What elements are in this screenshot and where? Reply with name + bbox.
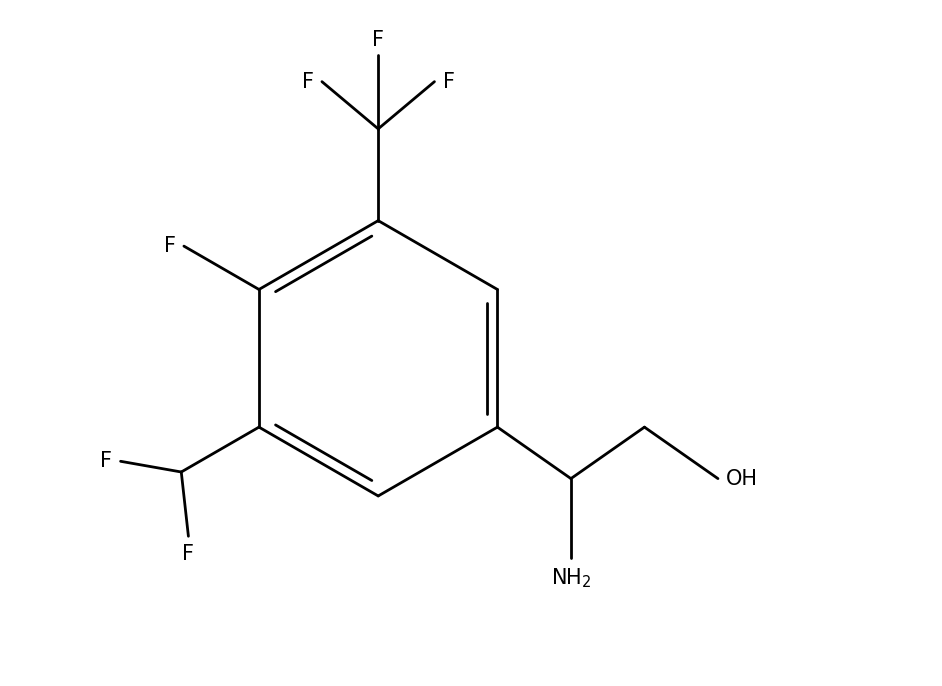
Text: F: F <box>183 545 194 565</box>
Text: F: F <box>301 71 314 92</box>
Text: F: F <box>443 71 455 92</box>
Text: F: F <box>101 451 112 471</box>
Text: NH$_2$: NH$_2$ <box>551 567 592 590</box>
Text: F: F <box>164 236 176 256</box>
Text: F: F <box>372 30 384 50</box>
Text: OH: OH <box>726 469 758 488</box>
